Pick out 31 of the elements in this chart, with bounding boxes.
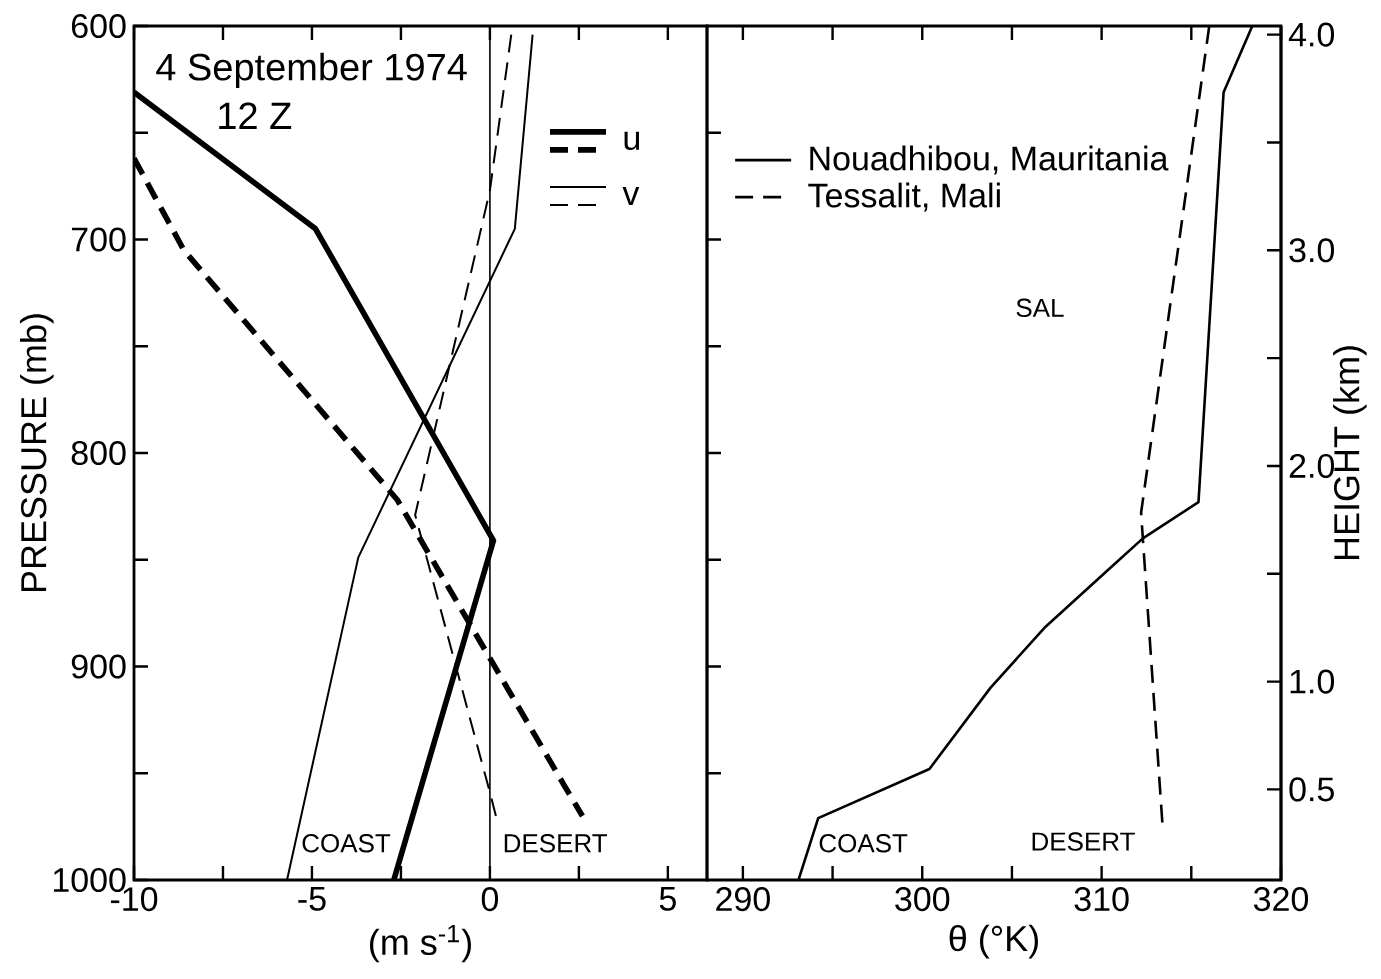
text: 4 September 1974 [156,52,467,89]
y-tick-label: 600 [71,13,126,39]
x-axis-title: θ (°K) [949,924,1038,959]
x-tick-label: 320 [1253,887,1309,912]
text: 0.5 [1289,777,1334,802]
annotation: COAST [302,834,391,853]
annotation: SAL [1016,298,1064,318]
legend-label: Nouadhibou, Mauritania [810,145,1169,175]
annotation: DESERT [1032,832,1135,851]
text: 1.0 [1290,669,1335,694]
legend-label: Tessalit, Mali [808,182,1000,212]
annotation: COAST [819,834,908,853]
y-tick-label: 800 [71,440,126,466]
legend-label: v [622,186,640,205]
y-tick-label: 900 [71,654,126,679]
text: 12 Z [219,102,292,129]
legend-label: u [624,131,640,151]
text: 4.0 [1288,22,1335,47]
x-tick-label: 5 [659,887,676,911]
text: 2.0 [1289,453,1335,478]
y-axis-title: PRESSURE (mb) [20,314,54,592]
annotation: DESERT [504,834,608,853]
y-tick-label: 700 [71,227,126,252]
x-tick-label: -5 [298,887,326,911]
x-tick-label: 310 [1074,887,1129,912]
x-tick-label: 300 [895,887,950,912]
y2-axis-title: HEIGHT (km) [1333,346,1367,560]
x-tick-label: 290 [716,887,770,912]
text: 3.0 [1289,238,1335,263]
x-axis-title: (m s$^{-1}$) [370,924,471,963]
x-tick-label: 0 [481,887,499,912]
